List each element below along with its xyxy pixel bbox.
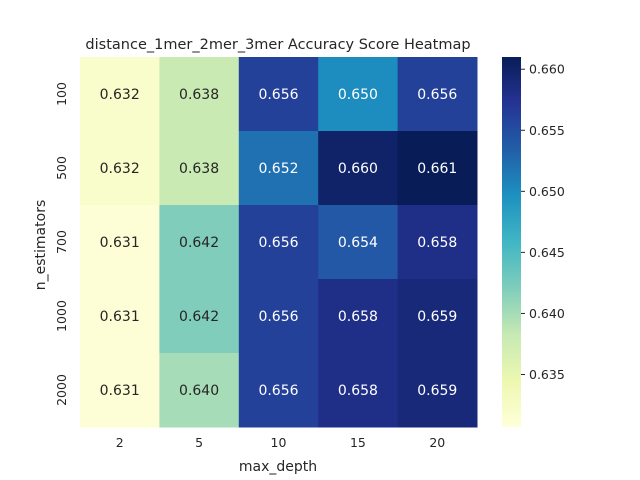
cell-value-label: 0.638 xyxy=(179,87,219,103)
heatmap-cell xyxy=(238,131,319,206)
colorbar-tick-label: 0.635 xyxy=(529,367,565,382)
cell-value-label: 0.661 xyxy=(417,161,457,177)
cell-value-label: 0.656 xyxy=(417,87,457,103)
cell-value-label: 0.658 xyxy=(338,309,378,325)
heatmap-cell xyxy=(318,131,399,206)
heatmap-cell xyxy=(80,353,160,428)
heatmap-cell xyxy=(397,131,478,206)
cell-value-label: 0.632 xyxy=(100,161,140,177)
x-tick-label: 15 xyxy=(350,435,366,450)
cell-value-label: 0.656 xyxy=(258,235,298,251)
colorbar-tick-label: 0.655 xyxy=(529,123,565,138)
heatmap-cell xyxy=(318,205,399,280)
cell-value-label: 0.642 xyxy=(179,235,219,251)
x-tick-label: 2 xyxy=(116,435,124,450)
heatmap-cell xyxy=(80,57,160,132)
heatmap-cell xyxy=(238,353,319,428)
heatmap-cell xyxy=(80,279,160,354)
colorbar-tick-label: 0.650 xyxy=(529,184,565,199)
y-tick-label: 500 xyxy=(54,156,69,180)
colorbar-tick-label: 0.645 xyxy=(529,245,565,260)
y-tick-labels: 100 500 700 1000 2000 xyxy=(54,82,69,406)
cell-value-label: 0.658 xyxy=(338,383,378,399)
cell-value-label: 0.660 xyxy=(338,161,378,177)
x-tick-label: 5 xyxy=(195,435,203,450)
x-tick-label: 10 xyxy=(271,435,287,450)
y-tick-label: 100 xyxy=(54,82,69,106)
cell-value-label: 0.642 xyxy=(179,309,219,325)
x-axis-label: max_depth xyxy=(239,459,317,475)
y-tick-label: 1000 xyxy=(54,300,69,332)
heatmap-cell xyxy=(159,205,240,280)
cell-value-label: 0.640 xyxy=(179,383,219,399)
heatmap-cell xyxy=(159,131,240,206)
cell-value-label: 0.631 xyxy=(100,309,140,325)
cell-value-label: 0.659 xyxy=(417,309,457,325)
heatmap-cell xyxy=(397,57,478,132)
colorbar-tick-label: 0.640 xyxy=(529,306,565,321)
cell-value-label: 0.656 xyxy=(258,383,298,399)
heatmap-cell xyxy=(318,279,399,354)
heatmap-cell xyxy=(159,353,240,428)
colorbar-ticks: 0.635 0.640 0.645 0.650 0.655 0.660 xyxy=(521,62,565,382)
x-tick-label: 20 xyxy=(429,435,445,450)
heatmap-cell xyxy=(238,279,319,354)
heatmap-cells: 0.632 0.638 0.656 0.650 0.656 0.632 0.638 0.652… xyxy=(80,57,478,428)
cell-value-label: 0.652 xyxy=(258,161,298,177)
heatmap-cell xyxy=(238,205,319,280)
heatmap-cell xyxy=(80,205,160,280)
cell-value-label: 0.631 xyxy=(100,235,140,251)
cell-value-label: 0.654 xyxy=(338,235,378,251)
colorbar xyxy=(502,57,521,427)
y-tick-label: 700 xyxy=(54,230,69,254)
heatmap-cell xyxy=(397,353,478,428)
heatmap-cell xyxy=(397,205,478,280)
y-tick-label: 2000 xyxy=(54,374,69,406)
cell-value-label: 0.638 xyxy=(179,161,219,177)
heatmap-cell xyxy=(318,57,399,132)
heatmap-cell xyxy=(159,57,240,132)
heatmap-cell xyxy=(80,131,160,206)
heatmap-cell xyxy=(159,279,240,354)
cell-value-label: 0.650 xyxy=(338,87,378,103)
heatmap-cell xyxy=(397,279,478,354)
cell-value-label: 0.631 xyxy=(100,383,140,399)
heatmap-cell xyxy=(318,353,399,428)
colorbar-tick-label: 0.660 xyxy=(529,62,565,77)
cell-value-label: 0.658 xyxy=(417,235,457,251)
chart-title: distance_1mer_2mer_3mer Accuracy Score H… xyxy=(85,37,470,53)
x-tick-labels: 2 5 10 15 20 xyxy=(116,435,446,450)
cell-value-label: 0.656 xyxy=(258,309,298,325)
cell-value-label: 0.632 xyxy=(100,87,140,103)
y-axis-label: n_estimators xyxy=(33,200,49,290)
cell-value-label: 0.656 xyxy=(258,87,298,103)
cell-value-label: 0.659 xyxy=(417,383,457,399)
heatmap-cell xyxy=(238,57,319,132)
